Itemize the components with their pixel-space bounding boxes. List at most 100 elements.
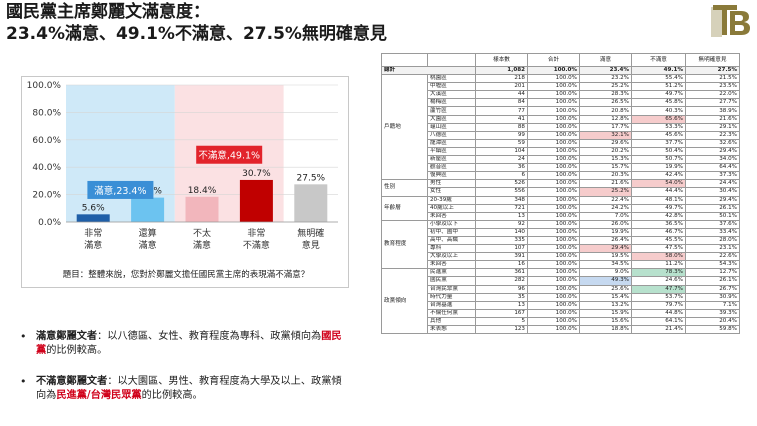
table-cell: 100.0%	[527, 300, 580, 310]
row-label: 大學及以上	[427, 252, 476, 262]
table-cell: 100.0%	[527, 122, 580, 132]
table-row: 性別 男性 526 100.0% 21.6% 54.0% 24.4%	[381, 179, 740, 197]
bullet-2-emph: 民進黨/台灣民眾黨	[56, 390, 142, 401]
table-cell: 92	[475, 219, 528, 229]
table-cell: 29.4%	[685, 146, 740, 157]
table-row: 其他 5 100.0% 15.6% 64.1% 20.4%	[382, 316, 740, 327]
table-cell: 45.6%	[631, 130, 686, 140]
table-cell: 348	[475, 195, 528, 205]
table-cell: 54.0%	[631, 179, 686, 189]
x-tick-label: 非常	[84, 227, 102, 239]
table-cell: 45.5%	[631, 235, 686, 246]
bar-value-label: 30.7%	[242, 169, 271, 179]
row-label: 未回答	[427, 211, 476, 221]
header-cell-sample: 樣本數	[475, 53, 528, 67]
table-cell: 12.8%	[579, 114, 632, 124]
table-cell: 46.7%	[631, 227, 686, 237]
table-cell: 100.0%	[527, 90, 580, 100]
table-cell: 29.6%	[579, 138, 632, 148]
row-label: 小學及以下	[427, 219, 476, 229]
table-cell: 123	[475, 324, 528, 335]
table-cell: 100.0%	[527, 252, 580, 262]
table-row: 平鎮區 104 100.0% 20.2% 50.4% 29.4%	[382, 146, 740, 157]
group-label-1: 不滿意,49.1%	[198, 150, 260, 162]
y-tick-label: 40.0%	[32, 163, 61, 173]
table-cell: 100.0%	[527, 203, 580, 213]
table-cell: 32.1%	[579, 130, 632, 140]
y-tick-label: 20.0%	[32, 191, 61, 201]
row-label: 初中、國中	[427, 227, 476, 237]
table-row: 未回答 16 100.0% 34.5% 11.2% 54.3%	[382, 260, 740, 270]
table-cell: 28.3%	[579, 90, 632, 100]
table-cell: 100.0%	[527, 179, 580, 189]
row-label: 中壢區	[427, 82, 476, 92]
table-cell: 12.7%	[685, 268, 740, 278]
table-cell: 49.1%	[631, 65, 686, 76]
x-tick-label: 意見	[302, 239, 320, 251]
table-cell: 1,082	[475, 65, 528, 76]
bullet-2-text-b: 的比例較高。	[141, 390, 203, 401]
row-label: 時代力量	[427, 292, 476, 302]
table-cell: 65.6%	[631, 114, 686, 124]
table-row: 未回答 13 100.0% 7.0% 42.8% 50.1%	[382, 211, 740, 221]
table-cell: 391	[475, 252, 528, 262]
table-cell: 218	[475, 74, 528, 84]
table-cell: 84	[475, 98, 528, 108]
table-cell: 19.5%	[579, 252, 632, 262]
table-row: 不偏任何黨 167 100.0% 15.9% 44.8% 39.3%	[382, 308, 740, 318]
row-label: 不偏任何黨	[427, 308, 476, 318]
table-row: 台灣基進 13 100.0% 13.2% 79.7% 7.1%	[382, 300, 740, 310]
table-row: 楊梅區 84 100.0% 26.5% 45.8% 27.7%	[382, 98, 740, 108]
table-cell: 37.3%	[685, 171, 740, 181]
table-cell: 23.4%	[579, 65, 632, 76]
y-tick-label: 0.0%	[38, 218, 61, 228]
table-row: 專科 107 100.0% 29.4% 47.5% 23.1%	[382, 244, 740, 254]
table-cell: 100.0%	[527, 98, 580, 108]
bar-value-label: 27.5%	[297, 173, 326, 183]
table-cell: 25.2%	[579, 82, 632, 92]
table-cell: 59	[475, 138, 528, 148]
y-tick-label: 60.0%	[32, 136, 61, 146]
table-row: 大學及以上 391 100.0% 19.5% 58.0% 22.6%	[382, 252, 740, 262]
table-cell: 19.9%	[579, 227, 632, 237]
table-row: 大溪區 44 100.0% 28.3% 49.7% 22.0%	[382, 90, 740, 100]
table-cell: 33.4%	[685, 227, 740, 237]
table-cell: 34.5%	[579, 260, 632, 270]
table-cell: 26.1%	[685, 276, 740, 286]
table-cell: 100.0%	[527, 146, 580, 157]
table-cell: 24.6%	[631, 276, 686, 286]
table-cell: 5	[475, 316, 528, 327]
table-cell: 100.0%	[527, 114, 580, 124]
table-cell: 45.8%	[631, 98, 686, 108]
bar	[185, 196, 219, 222]
table-row: 政黨傾向 民進黨 361 100.0% 9.0% 78.3% 12.7%	[381, 268, 740, 335]
table-row: 八德區 99 100.0% 32.1% 45.6% 22.3%	[382, 130, 740, 140]
table-cell: 100.0%	[527, 65, 580, 76]
table-cell: 100.0%	[527, 219, 580, 229]
group-label-0: 滿意,23.4%	[94, 185, 146, 197]
table-cell: 22.6%	[685, 252, 740, 262]
table-cell: 64.1%	[631, 316, 686, 327]
table-cell: 26.4%	[579, 235, 632, 246]
row-label: 40歲以上	[427, 203, 476, 213]
bar	[239, 179, 273, 222]
table-cell: 49.3%	[579, 276, 632, 286]
table-cell: 361	[475, 268, 528, 278]
table-row: 台灣民眾黨 96 100.0% 25.6% 47.7% 26.7%	[382, 284, 740, 294]
group-label: 性別	[381, 179, 428, 197]
table-cell: 99	[475, 130, 528, 140]
x-tick-label: 還算	[139, 227, 157, 239]
table-cell: 42.8%	[631, 211, 686, 221]
table-cell: 100.0%	[527, 106, 580, 116]
table-row: 女性 556 100.0% 25.2% 44.4% 30.4%	[382, 187, 740, 197]
row-label: 高中、高職	[427, 235, 476, 246]
table-cell: 47.5%	[631, 244, 686, 254]
table-row: 國民黨 282 100.0% 49.3% 24.6% 26.1%	[382, 276, 740, 286]
brand-logo	[711, 5, 750, 37]
table-cell: 15.4%	[579, 292, 632, 302]
table-cell: 54.3%	[685, 260, 740, 270]
table-cell: 100.0%	[527, 155, 580, 165]
y-tick-label: 80.0%	[32, 108, 61, 118]
table-cell: 53.3%	[631, 122, 686, 132]
table-cell: 25.6%	[579, 284, 632, 294]
